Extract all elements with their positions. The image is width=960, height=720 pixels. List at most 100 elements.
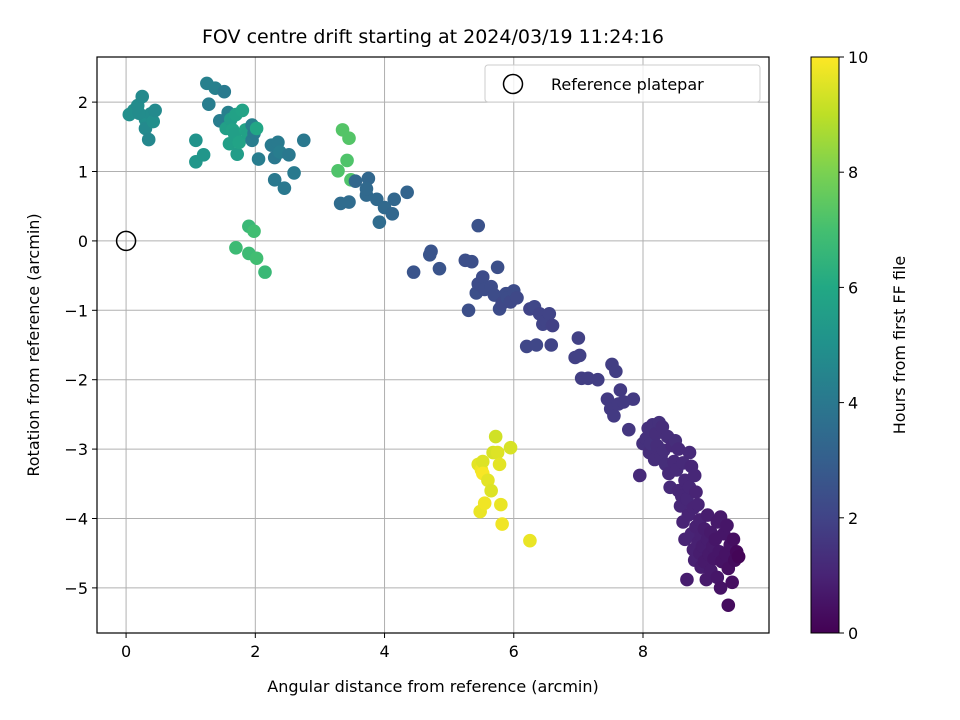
data-point (406, 265, 421, 279)
data-point (251, 152, 266, 166)
data-point (348, 174, 363, 189)
data-point (201, 97, 216, 111)
data-point (132, 106, 146, 121)
data-point (282, 148, 296, 162)
data-point (481, 473, 495, 488)
data-point (471, 218, 486, 233)
x-tick-label: 0 (121, 642, 131, 661)
colorbar-tick-label: 8 (848, 163, 858, 182)
data-point (359, 182, 374, 196)
data-point (235, 103, 250, 118)
chart-title: FOV centre drift starting at 2024/03/19 … (202, 26, 664, 48)
data-point (141, 132, 156, 147)
colorbar-ticks: 0 2 4 6 8 10 (839, 48, 868, 643)
data-point (484, 483, 498, 498)
y-tick-label: 1 (78, 163, 88, 182)
data-point (721, 598, 736, 613)
colorbar-gradient (810, 56, 840, 634)
data-point (475, 454, 490, 469)
colorbar-tick-label: 0 (848, 624, 858, 643)
data-point (189, 133, 203, 148)
data-point (400, 185, 414, 200)
data-point (691, 497, 705, 512)
data-point (432, 261, 447, 276)
data-point (492, 457, 507, 472)
data-point (135, 89, 150, 104)
axis-ticks: 0 2 4 6 8 −5 −4 −3 −2 −1 0 1 2 (64, 93, 648, 661)
data-point (385, 207, 400, 221)
data-point (229, 241, 243, 255)
data-point (230, 147, 245, 161)
data-point (671, 442, 686, 456)
data-point (296, 133, 311, 148)
data-point (287, 166, 301, 180)
data-point (461, 303, 476, 318)
data-point (372, 215, 387, 229)
y-tick-label: −3 (64, 440, 88, 459)
colorbar: 0 2 4 6 8 10 Hours from first FF file (810, 48, 909, 643)
data-point (277, 181, 292, 195)
legend-label: Reference platepar (551, 75, 704, 94)
data-point (545, 318, 560, 333)
x-tick-label: 6 (509, 642, 519, 661)
colorbar-label: Hours from first FF file (890, 256, 909, 435)
x-tick-label: 4 (379, 642, 389, 661)
data-point (609, 364, 623, 379)
data-point (387, 192, 402, 207)
data-point (613, 383, 628, 397)
y-tick-label: −2 (64, 371, 88, 390)
data-point (361, 171, 376, 186)
data-point (710, 570, 725, 585)
legend-box (484, 64, 761, 103)
data-point (510, 291, 524, 305)
data-point (590, 372, 605, 387)
data-point (725, 575, 739, 590)
x-tick-label: 8 (638, 642, 648, 661)
colorbar-tick-label: 4 (848, 394, 858, 413)
data-point (572, 348, 587, 363)
data-point (464, 254, 479, 269)
data-point (689, 485, 703, 499)
data-point (495, 517, 509, 531)
data-point (148, 103, 162, 118)
data-point (607, 408, 621, 423)
data-point (626, 392, 641, 406)
plot-frame (96, 56, 770, 634)
x-axis-label: Angular distance from reference (arcmin) (267, 677, 598, 696)
data-point (249, 121, 264, 136)
data-point (700, 508, 715, 522)
data-point (621, 422, 636, 437)
data-point (267, 173, 282, 187)
data-point (249, 251, 264, 266)
y-tick-label: 0 (78, 232, 88, 251)
legend-marker (502, 73, 524, 95)
data-point (632, 468, 647, 483)
y-tick-label: 2 (78, 93, 88, 112)
reference-platepar-marker (115, 230, 137, 252)
data-point (424, 244, 438, 259)
data-point (682, 445, 697, 460)
data-point (475, 270, 490, 284)
colorbar-tick-label: 6 (848, 278, 858, 297)
data-point (680, 572, 694, 587)
colorbar-tick-label: 2 (848, 509, 858, 528)
y-axis-label: Rotation from reference (arcmin) (24, 213, 43, 476)
y-tick-label: −4 (64, 509, 88, 528)
data-point (342, 195, 356, 209)
data-point (523, 533, 537, 548)
data-point (258, 265, 272, 279)
data-point (713, 581, 728, 595)
data-point (342, 131, 356, 145)
data-point (494, 497, 508, 512)
colorbar-tick-label: 10 (848, 48, 868, 67)
data-point (146, 114, 161, 129)
y-tick-label: −5 (64, 579, 88, 598)
data-point (542, 306, 557, 321)
y-tick-label: −1 (64, 301, 88, 320)
data-point (247, 224, 261, 238)
data-point (196, 148, 211, 162)
data-point (726, 532, 741, 547)
data-point (331, 164, 345, 178)
data-point (544, 338, 559, 352)
